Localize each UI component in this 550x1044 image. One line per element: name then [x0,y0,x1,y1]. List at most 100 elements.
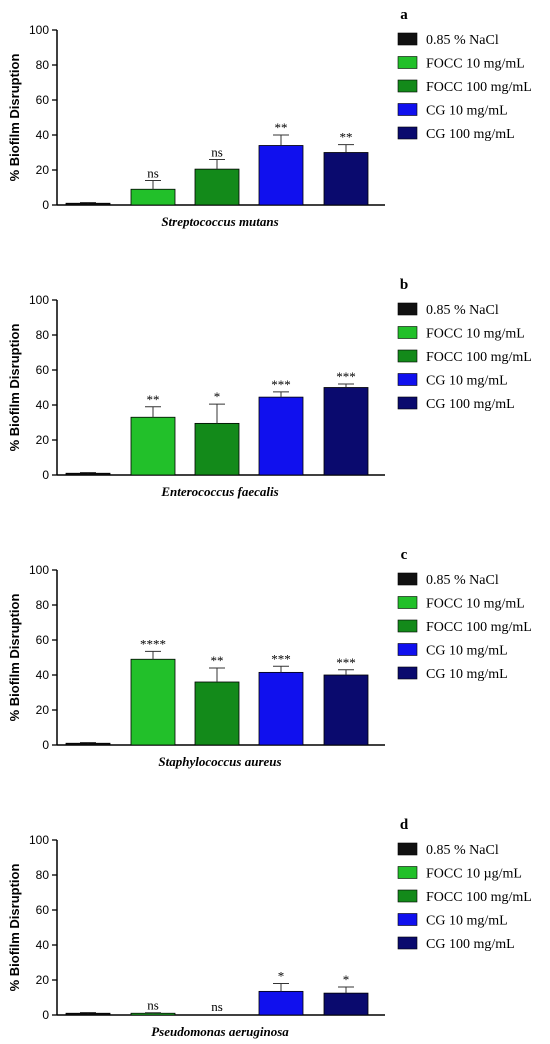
legend-entry: 0.85 % NaCl [426,33,499,48]
legend-swatch [397,32,418,46]
panel-letter: c [401,547,408,563]
x-axis-label: Enterococcus faecalis [160,484,278,499]
y-tick-label: 40 [36,398,50,412]
legend-swatch [397,302,418,316]
bar-1 [65,1012,111,1016]
bar-1 [65,472,111,476]
significance-label: ** [340,130,353,145]
bar-4 [258,396,304,476]
legend-entry: CG 100 mg/mL [426,127,515,142]
legend-entry: FOCC 100 mg/mL [426,620,532,635]
legend-entry: 0.85 % NaCl [426,843,499,858]
y-axis-label: % Biofilm Disruption [7,54,22,182]
bar-2 [130,658,176,746]
legend-entry: FOCC 10 mg/mL [426,597,525,612]
significance-label: ns [211,145,223,160]
significance-label: * [278,969,285,984]
legend-swatch [397,913,418,926]
legend-entry: FOCC 10 µg/mL [426,867,522,882]
legend-swatch [397,572,418,586]
significance-label: *** [336,655,356,670]
y-tick-label: 0 [42,468,49,482]
legend-swatch [397,349,418,363]
significance-label: ** [211,653,224,668]
x-axis-label: Pseudomonas aeruginosa [151,1024,289,1039]
panel-letter: b [400,277,408,293]
significance-label: **** [140,636,166,651]
legend-swatch [397,643,418,656]
y-tick-label: 80 [36,868,50,882]
y-tick-label: 0 [42,198,49,212]
legend-swatch [397,373,418,386]
legend-swatch [397,103,418,116]
legend-swatch [397,396,418,410]
x-axis-label: Staphylococcus aureus [158,754,281,769]
bar-2 [130,1012,176,1016]
bar-4 [258,671,304,746]
bar-4 [258,145,304,206]
legend-entry: CG 100 mg/mL [426,937,515,952]
legend-entry: CG 10 mg/mL [426,914,508,929]
legend-swatch [397,936,418,950]
y-tick-label: 40 [36,668,50,682]
significance-label: * [214,389,221,404]
y-tick-label: 40 [36,938,50,952]
legend-swatch [397,126,418,140]
significance-label: *** [336,369,356,384]
legend-entry: FOCC 10 mg/mL [426,57,525,72]
chart-panel-a: 0 20 40 60 80 100 % Biofilm Disruption Streptoc… [7,7,532,229]
y-tick-label: 80 [36,58,50,72]
bar-4 [258,990,304,1016]
y-tick-label: 0 [42,1008,49,1022]
legend-entry: FOCC 100 mg/mL [426,350,532,365]
bar-3 [194,168,240,206]
significance-label: ns [147,998,159,1013]
panel-letter: d [400,817,409,833]
y-tick-label: 60 [36,903,50,917]
y-axis-label: % Biofilm Disruption [7,864,22,992]
significance-label: * [343,972,350,987]
panel-letter: a [400,7,408,23]
y-tick-label: 40 [36,128,50,142]
bar-3 [194,681,240,746]
legend-swatch [397,79,418,93]
x-axis-label: Streptococcus mutans [161,214,278,229]
legend-swatch [397,56,418,69]
y-tick-label: 100 [29,833,49,847]
y-tick-label: 80 [36,328,50,342]
bar-1 [65,202,111,206]
bar-5 [323,992,369,1016]
bar-5 [323,387,369,476]
y-tick-label: 60 [36,363,50,377]
y-axis-label: % Biofilm Disruption [7,594,22,722]
legend-swatch [397,619,418,633]
legend-entry: FOCC 100 mg/mL [426,80,532,95]
significance-label: *** [271,651,291,666]
legend-swatch [397,666,418,680]
bar-2 [130,416,176,476]
y-tick-label: 100 [29,563,49,577]
y-tick-label: 100 [29,23,49,37]
significance-label: ns [147,166,159,181]
legend-entry: FOCC 10 mg/mL [426,327,525,342]
y-tick-label: 60 [36,633,50,647]
legend-swatch [397,596,418,609]
y-tick-label: 20 [36,973,50,987]
legend-entry: CG 100 mg/mL [426,397,515,412]
significance-label: ** [147,392,160,407]
y-axis-label: % Biofilm Disruption [7,324,22,452]
y-tick-label: 20 [36,433,50,447]
legend-entry: CG 10 mg/mL [426,644,508,659]
chart-panel-c: 0 20 40 60 80 100 % Biofilm Disruption Staphylo… [7,547,532,769]
legend-swatch [397,326,418,339]
legend-entry: CG 10 mg/mL [426,374,508,389]
bar-5 [323,674,369,746]
significance-label: ** [275,120,288,135]
y-tick-label: 20 [36,703,50,717]
bar-3 [194,422,240,476]
y-tick-label: 80 [36,598,50,612]
legend-swatch [397,842,418,856]
y-tick-label: 0 [42,738,49,752]
y-tick-label: 20 [36,163,50,177]
